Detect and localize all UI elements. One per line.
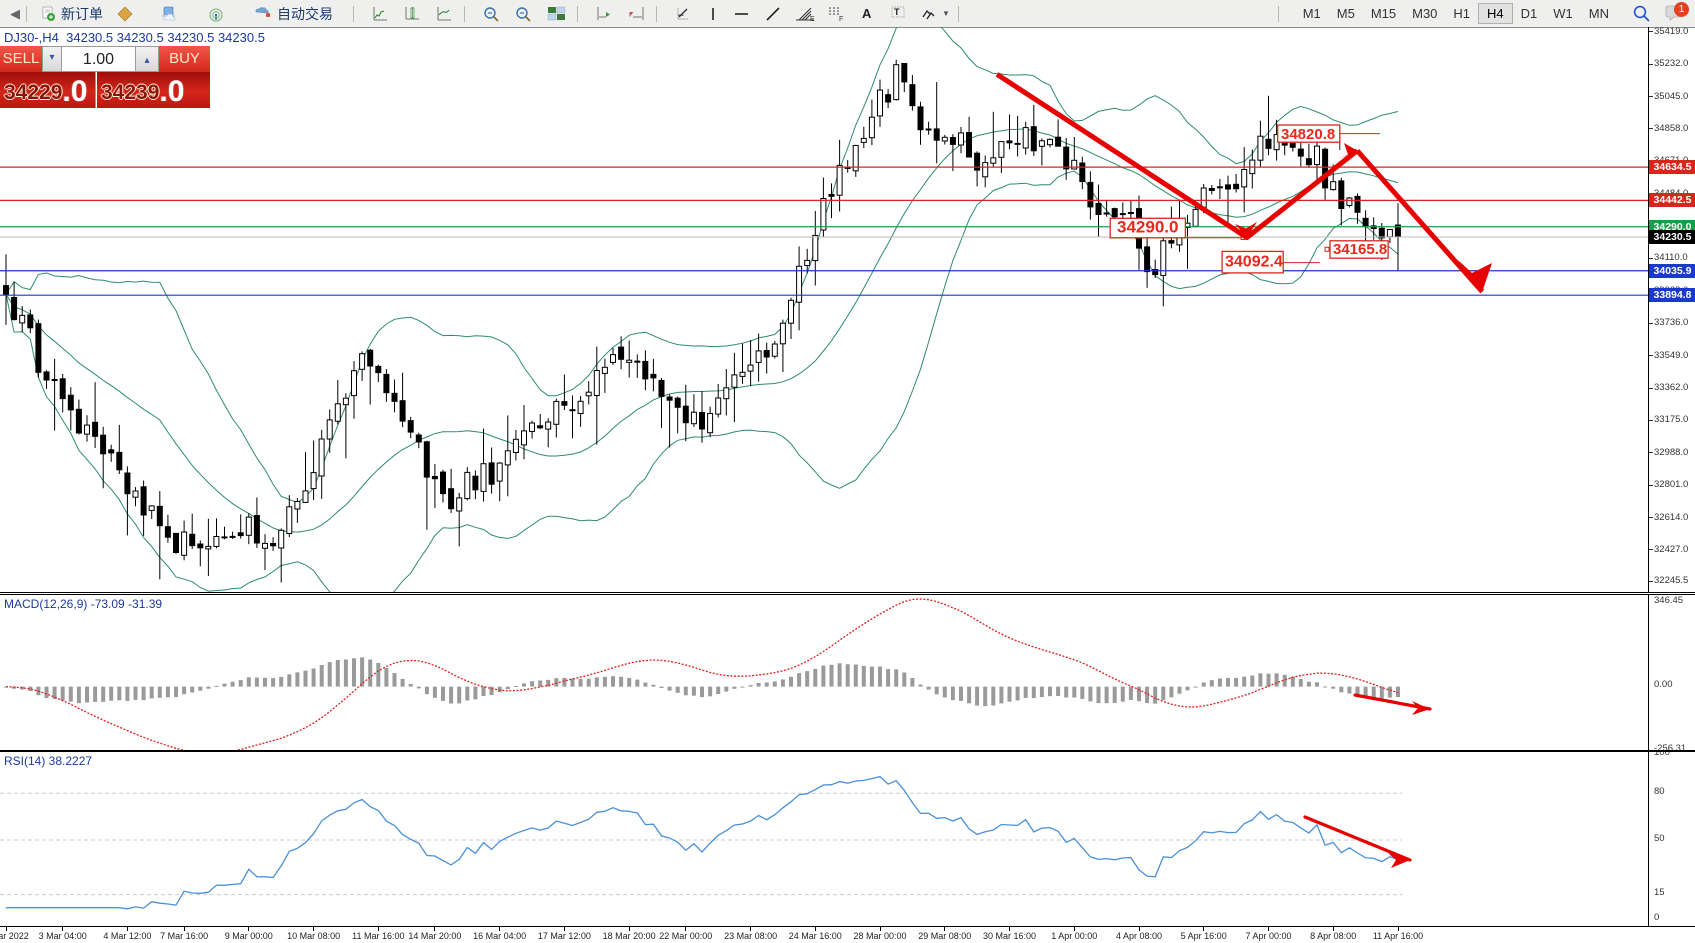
svg-text:T: T <box>894 7 900 17</box>
svg-text:34165.8: 34165.8 <box>1333 241 1387 258</box>
svg-text:34290.0: 34290.0 <box>1117 218 1178 237</box>
svg-text:A: A <box>862 6 872 21</box>
svg-text:34092.4: 34092.4 <box>1225 254 1283 271</box>
svg-text:F: F <box>839 16 843 22</box>
svg-text:34820.8: 34820.8 <box>1281 126 1335 143</box>
svg-text:E: E <box>810 16 815 22</box>
